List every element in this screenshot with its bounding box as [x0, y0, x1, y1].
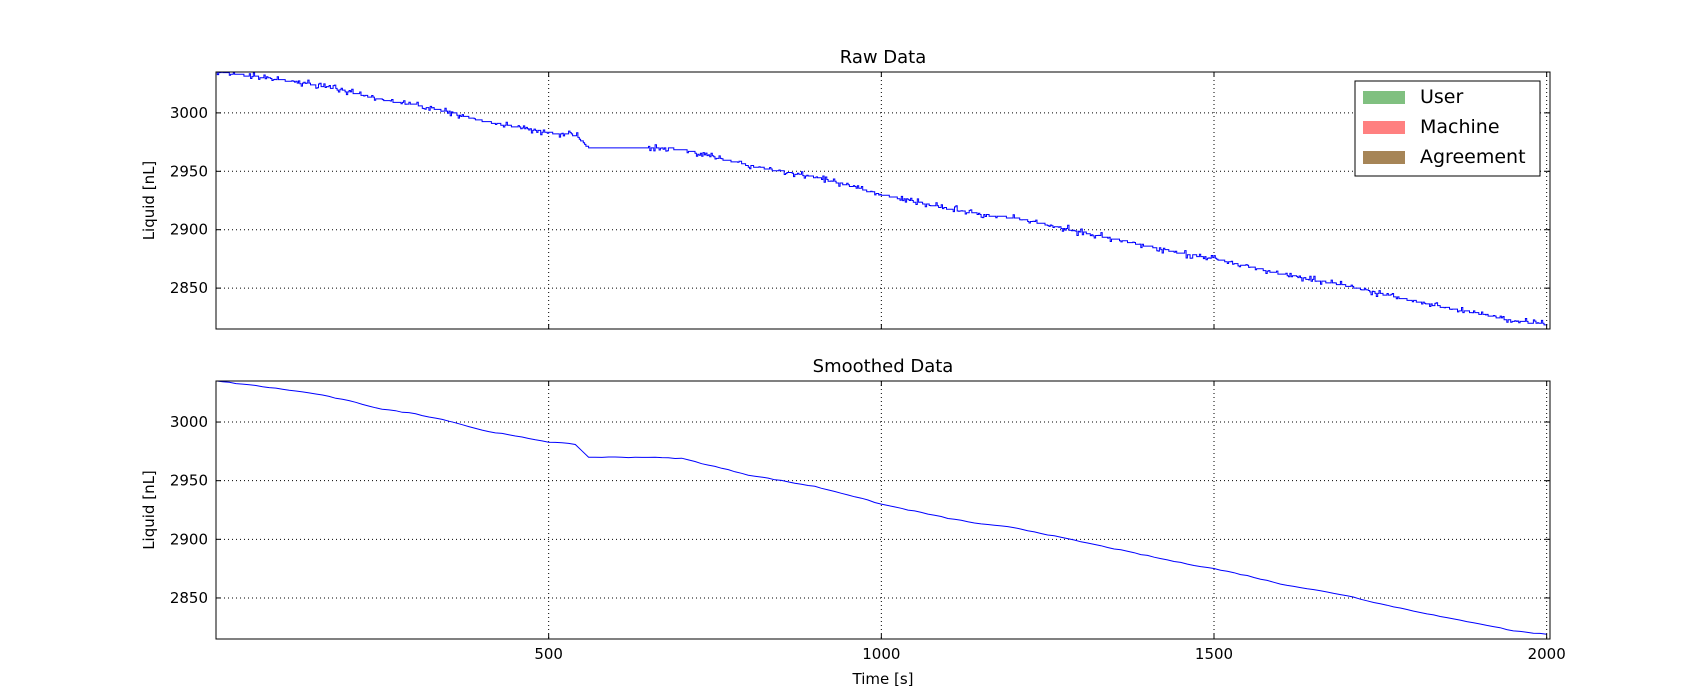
series-line [216, 381, 1547, 635]
legend-label: User [1420, 86, 1463, 108]
series-line [216, 72, 1548, 326]
y-tick-label: 2950 [170, 472, 208, 490]
y-tick-label: 2950 [170, 162, 208, 180]
axes-frame [215, 71, 1551, 330]
y-tick-label: 2850 [170, 279, 208, 297]
legend-swatch [1363, 121, 1405, 134]
y-tick-label: 3000 [170, 413, 208, 431]
y-axis-label: Liquid [nL] [140, 470, 158, 550]
legend-label: Agreement [1420, 146, 1526, 168]
y-tick-label: 2900 [170, 530, 208, 548]
x-tick-label: 1000 [862, 645, 900, 663]
x-tick-label: 1500 [1195, 645, 1233, 663]
legend-label: Machine [1420, 116, 1500, 138]
y-tick-label: 2900 [170, 221, 208, 239]
legend: User Machine Agreement [1354, 80, 1541, 177]
legend-swatch [1363, 91, 1405, 104]
chart-title: Raw Data [840, 47, 927, 68]
x-tick-label: 2000 [1528, 645, 1566, 663]
chart-panel-1: 3000 2950 2900 2850 Raw Data Liquid [nL] User M… [140, 47, 1551, 330]
y-tick-label: 3000 [170, 104, 208, 122]
axes-frame [215, 380, 1551, 640]
x-axis-label: Time [s] [852, 670, 914, 688]
legend-swatch [1363, 151, 1405, 164]
y-tick-label: 2850 [170, 589, 208, 607]
chart-panel-2: 500 1000 1500 2000 3000 2950 2900 2850 Smoothed … [140, 356, 1566, 688]
y-axis-label: Liquid [nL] [140, 161, 158, 241]
x-tick-label: 500 [534, 645, 563, 663]
chart-title: Smoothed Data [813, 356, 954, 377]
